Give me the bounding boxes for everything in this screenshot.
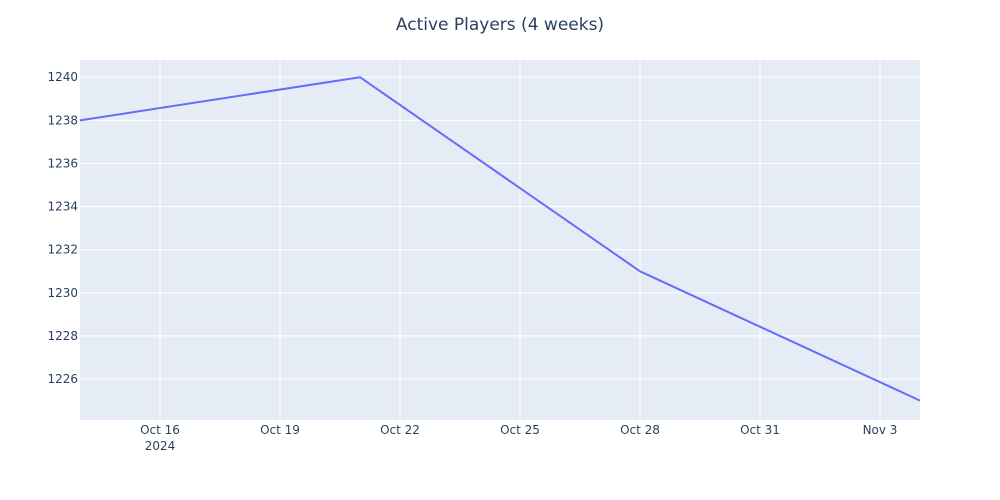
- x-tick-label: Oct 25: [500, 423, 540, 437]
- x-axis: Oct 16 2024 Oct 19 Oct 22 Oct 25 Oct 28 Oct 31…: [140, 423, 897, 453]
- grid-lines: [80, 60, 920, 420]
- x-tick-label: Oct 16: [140, 423, 180, 437]
- series-line: [79, 76, 921, 402]
- y-tick-label: 1234: [47, 200, 78, 214]
- y-tick-label: 1240: [47, 70, 78, 84]
- x-tick-sublabel: 2024: [145, 439, 176, 453]
- y-tick-label: 1228: [47, 329, 78, 343]
- y-tick-label: 1230: [47, 286, 78, 300]
- y-tick-label: 1226: [47, 372, 78, 386]
- series-group: [79, 76, 921, 402]
- x-tick-label: Oct 28: [620, 423, 660, 437]
- x-tick-label: Oct 31: [740, 423, 780, 437]
- y-tick-label: 1232: [47, 243, 78, 257]
- y-tick-label: 1238: [47, 113, 78, 127]
- x-tick-label: Oct 22: [380, 423, 420, 437]
- plot-area: [80, 60, 920, 420]
- chart-title: Active Players (4 weeks): [396, 15, 604, 35]
- x-tick-label: Oct 19: [260, 423, 300, 437]
- x-tick-label: Nov 3: [863, 423, 898, 437]
- y-axis: 1226 1228 1230 1232 1234 1236 1238 1240: [47, 70, 78, 386]
- y-tick-label: 1236: [47, 156, 78, 170]
